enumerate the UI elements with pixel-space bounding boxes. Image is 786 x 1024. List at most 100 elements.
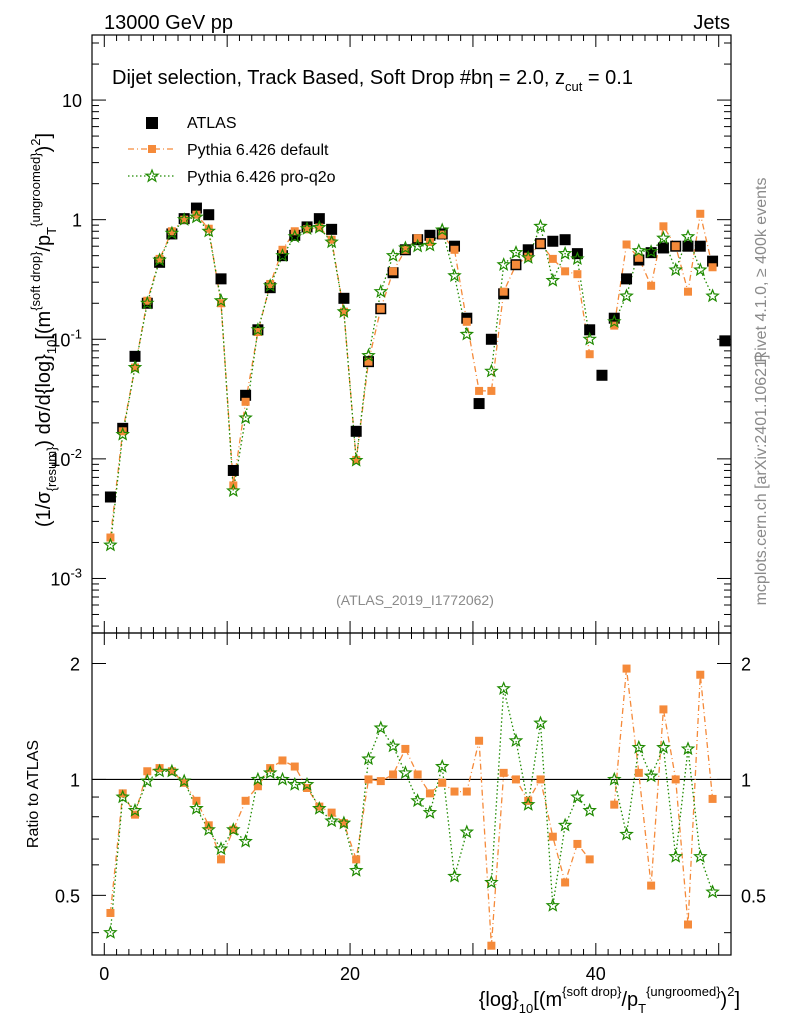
ratio-pythia-default-point bbox=[425, 789, 434, 798]
ratio-pythia-default-point bbox=[364, 775, 373, 784]
ratio-pythia-default-point bbox=[438, 778, 447, 787]
ratio-pythia-default-point bbox=[192, 796, 201, 805]
pythia-default-point bbox=[462, 317, 471, 326]
ratio-pythia-default-point bbox=[561, 878, 570, 887]
pythia-default-point bbox=[610, 321, 619, 330]
ratio-y-tick-label: 1 bbox=[70, 770, 80, 790]
ratio-pythia-pro-q2o-point bbox=[398, 765, 413, 780]
pythia-default-point bbox=[155, 254, 164, 263]
ratio-pythia-default-point bbox=[696, 670, 705, 679]
ratio-pythia-default-point bbox=[290, 762, 299, 771]
pythia-default-point bbox=[585, 350, 594, 359]
atlas-point bbox=[215, 273, 227, 285]
ratio-pythia-pro-q2o-point bbox=[176, 773, 192, 788]
ratio-pythia-pro-q2o-point bbox=[656, 739, 671, 754]
ratio-pythia-pro-q2o-point bbox=[348, 862, 364, 877]
legend-item-pythia-default: Pythia 6.426 default bbox=[128, 142, 329, 159]
pythia-default-point bbox=[425, 238, 434, 247]
pythia-pro-q2o-point bbox=[361, 347, 376, 362]
pythia-pro-q2o-point bbox=[545, 272, 561, 287]
ratio-pythia-pro-q2o-point bbox=[693, 849, 708, 863]
pythia-default-point bbox=[364, 357, 373, 366]
ratio-pythia-pro-q2o-point bbox=[385, 738, 401, 753]
ratio-pythia-default-point bbox=[511, 775, 520, 784]
pythia-default-point bbox=[561, 267, 570, 276]
ratio-pythia-default-point bbox=[303, 783, 312, 792]
ratio-pythia-pro-q2o-point bbox=[643, 768, 659, 783]
pythia-default-point bbox=[671, 242, 680, 251]
pythia-default-point bbox=[511, 260, 520, 269]
atlas-point bbox=[682, 240, 694, 252]
pythia-pro-q2o-point bbox=[336, 304, 352, 318]
pythia-default-point bbox=[401, 245, 410, 254]
atlas-point bbox=[313, 213, 325, 225]
pythia-pro-q2o-point bbox=[250, 322, 266, 337]
pythia-default-point bbox=[389, 267, 398, 276]
pythia-pro-q2o-point bbox=[299, 221, 315, 235]
pythia-default-point bbox=[696, 209, 705, 218]
ratio-pythia-pro-q2o-point bbox=[312, 800, 327, 815]
ratio-pythia-pro-q2o-point bbox=[496, 681, 511, 695]
pythia-default-point bbox=[413, 234, 422, 243]
atlas-point bbox=[657, 242, 669, 254]
pythia-pro-q2o-point bbox=[164, 225, 180, 240]
pythia-pro-q2o-point bbox=[643, 244, 659, 258]
pythia-default-point bbox=[708, 263, 717, 272]
y-tick-label: 10-3 bbox=[50, 565, 82, 589]
ratio-pythia-pro-q2o-point bbox=[336, 815, 352, 830]
pythia-default-point bbox=[438, 230, 447, 239]
atlas-point bbox=[547, 235, 559, 247]
ratio-pythia-default-point bbox=[167, 767, 176, 776]
ratio-pythia-default-point bbox=[499, 768, 508, 777]
ratio-pythia-pro-q2o-point bbox=[201, 822, 216, 836]
atlas-point bbox=[276, 250, 288, 262]
mcplots-label: mcplots.cern.ch [arXiv:2401.10621] bbox=[753, 355, 770, 606]
data-layer bbox=[103, 202, 731, 950]
pythia-pro-q2o-point bbox=[484, 363, 499, 378]
ratio-pythia-pro-q2o-point bbox=[373, 720, 389, 735]
ratio-pythia-pro-q2o-point bbox=[164, 763, 180, 778]
ratio-pythia-default-point bbox=[106, 908, 115, 917]
pythia-pro-q2o-point bbox=[324, 234, 339, 249]
ratio-pythia-pro-q2o-point bbox=[668, 849, 683, 863]
ratio-pythia-default-point bbox=[634, 768, 643, 777]
ratio-pythia-pro-q2o-point bbox=[533, 715, 548, 730]
atlas-point bbox=[190, 202, 202, 214]
pythia-default-point bbox=[131, 363, 140, 372]
atlas-point bbox=[621, 273, 633, 285]
ratio-pythia-pro-q2o-point bbox=[250, 771, 266, 786]
atlas-point bbox=[104, 491, 116, 503]
pythia-default-point bbox=[204, 224, 213, 233]
pythia-pro-q2o-point bbox=[189, 209, 204, 224]
pythia-pro-q2o-point bbox=[373, 284, 389, 298]
rivet-version-label: Rivet 4.1.0, ≥ 400k events bbox=[753, 178, 770, 363]
ratio-pythia-default-point bbox=[352, 855, 361, 864]
y-tick-label: 1 bbox=[72, 211, 82, 231]
ratio-pythia-default-point bbox=[315, 802, 324, 811]
ratio-pythia-pro-q2o-point bbox=[545, 898, 561, 912]
pythia-pro-q2o-point bbox=[668, 262, 683, 277]
pythia-default-point bbox=[499, 287, 508, 296]
ratio-pythia-default-point bbox=[585, 855, 594, 864]
ratio-pythia-pro-q2o-point bbox=[447, 868, 462, 883]
atlas-point bbox=[522, 244, 534, 256]
ratio-pythia-pro-q2o-point bbox=[422, 804, 438, 819]
pythia-default-point bbox=[475, 386, 484, 395]
pythia-pro-q2o-point bbox=[508, 244, 524, 259]
pythia-pro-q2o-point bbox=[103, 537, 118, 552]
ratio-pythia-pro-q2o-point bbox=[299, 776, 315, 791]
x-tick-label: 40 bbox=[586, 964, 606, 984]
ratio-pythia-default-point bbox=[401, 744, 410, 753]
ratio-pythia-default-point bbox=[610, 800, 619, 809]
atlas-point bbox=[719, 335, 731, 347]
pythia-pro-q2o-point bbox=[398, 240, 413, 255]
ratio-pythia-default-point bbox=[241, 796, 250, 805]
atlas-point bbox=[485, 333, 497, 345]
pythia-default-point bbox=[573, 270, 582, 279]
pythia-pro-q2o-point bbox=[434, 222, 450, 237]
pythia-pro-q2o-point bbox=[262, 278, 278, 292]
pythia-pro-q2o-point bbox=[656, 230, 671, 245]
pythia-default-point bbox=[266, 279, 275, 288]
series-line bbox=[109, 216, 714, 546]
